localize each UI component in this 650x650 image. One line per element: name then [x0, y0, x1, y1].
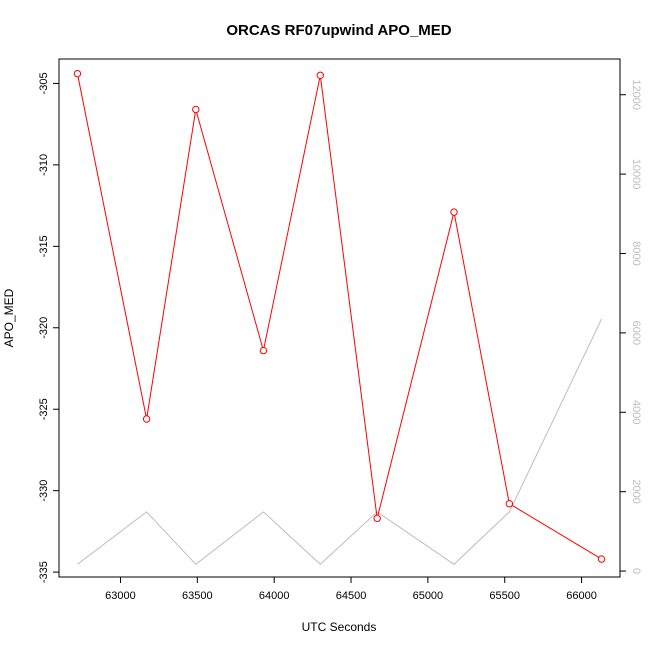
y-tick-label: -305: [38, 72, 50, 94]
data-point: [259, 346, 268, 355]
data-point: [142, 415, 151, 423]
y2-tick-label: 8000: [630, 241, 642, 265]
y-axis-right: 0 2000 4000 6000 8000 10000 12000: [620, 79, 642, 574]
y-tick-label: -320: [38, 317, 50, 339]
x-tick-label: 63000: [105, 590, 136, 602]
y2-tick-label: 10000: [630, 159, 642, 190]
chart-title: ORCAS RF07upwind APO_MED: [226, 22, 451, 39]
y-tick-label: -330: [38, 480, 50, 502]
data-point: [597, 555, 606, 563]
y2-tick-label: 4000: [630, 400, 642, 424]
x-tick-label: 63500: [182, 590, 213, 602]
x-tick-label: 64000: [259, 590, 290, 602]
x-tick-label: 66000: [566, 590, 597, 602]
x-axis-label: UTC Seconds: [302, 620, 377, 634]
plot-frame: [58, 58, 621, 578]
series-line-0: [76, 73, 602, 560]
y-tick-label: -315: [38, 235, 50, 257]
x-tick-label: 65500: [489, 590, 520, 602]
data-point: [316, 71, 324, 79]
y-axis-left: -335 -330 -325 -320 -315 -310 -305: [38, 72, 59, 583]
y-tick-label: -310: [38, 154, 50, 176]
series-layer: [73, 69, 606, 565]
data-point: [192, 105, 200, 114]
data-point: [373, 514, 381, 523]
y-tick-label: -335: [38, 561, 50, 583]
series-line-1: [77, 318, 603, 565]
y-tick-label: -325: [38, 398, 50, 420]
y2-tick-label: 0: [630, 568, 642, 574]
x-tick-label: 64500: [336, 590, 367, 602]
data-point: [73, 69, 82, 78]
data-point: [450, 208, 458, 216]
y2-tick-label: 12000: [630, 79, 642, 110]
y-axis-label: APO_MED: [2, 288, 16, 347]
data-point: [505, 499, 514, 508]
y2-tick-label: 6000: [630, 321, 642, 345]
y2-tick-label: 2000: [630, 479, 642, 503]
x-tick-label: 65000: [413, 590, 444, 602]
x-axis: 63000 63500 64000 64500 65000 65500 66000: [105, 577, 597, 602]
